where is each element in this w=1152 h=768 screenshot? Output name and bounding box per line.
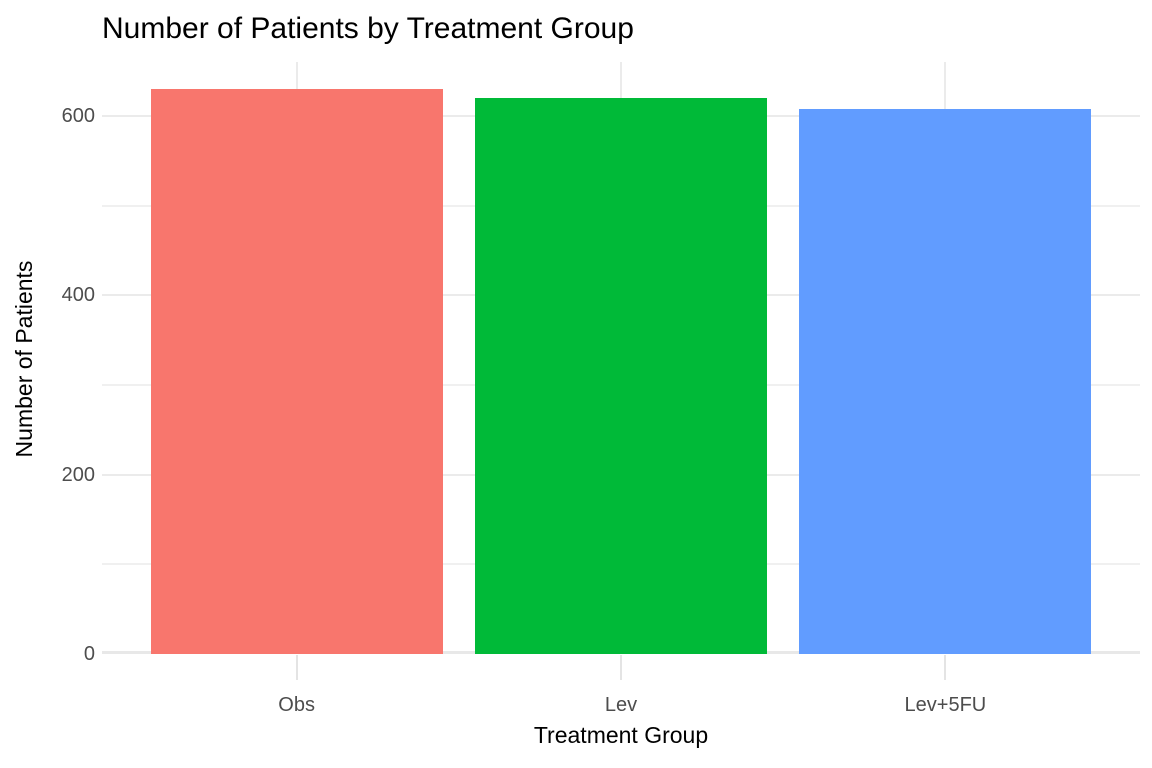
y-axis-title: Number of Patients <box>11 260 37 458</box>
x-tick-label: Obs <box>278 694 315 716</box>
y-tick-label: 600 <box>61 104 95 127</box>
x-axis-tick <box>620 655 622 680</box>
y-tick-label: 200 <box>61 463 95 486</box>
bar-obs <box>150 88 443 654</box>
y-tick-label: 0 <box>83 643 95 665</box>
x-axis-title: Treatment Group <box>533 722 709 748</box>
x-axis-tick <box>295 655 298 680</box>
y-tick-label: 400 <box>61 284 95 307</box>
plot-panel <box>102 62 1140 654</box>
chart-title: Number of Patients by Treatment Group <box>102 12 634 45</box>
bar-lev-5fu <box>799 108 1092 654</box>
x-axis-tick <box>944 655 947 680</box>
x-tick-label: Lev+5FU <box>904 694 987 716</box>
x-tick-label: Lev <box>604 694 638 716</box>
bar-lev <box>475 97 767 654</box>
